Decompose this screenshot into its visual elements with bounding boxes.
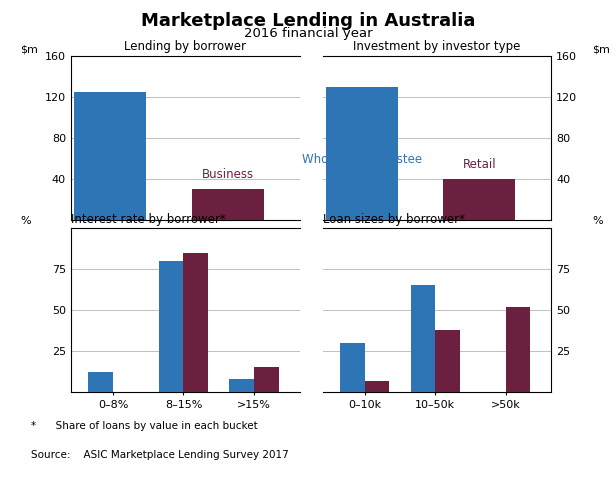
Text: Marketplace Lending in Australia: Marketplace Lending in Australia [141,12,475,30]
Bar [192,189,264,220]
Title: Investment by investor type: Investment by investor type [353,40,521,54]
Bar [159,261,184,392]
Text: 2016 financial year: 2016 financial year [244,27,372,40]
Bar [340,343,365,392]
Bar [444,179,516,220]
Bar [410,285,435,392]
Text: $m: $m [593,44,610,55]
Bar [435,330,460,392]
Text: Retail: Retail [463,158,496,171]
Bar [229,379,254,392]
Text: Wholesale & trustee: Wholesale & trustee [302,153,422,167]
Text: %: % [20,217,31,226]
Bar [506,307,530,392]
Bar [254,368,278,392]
Text: Source:    ASIC Marketplace Lending Survey 2017: Source: ASIC Marketplace Lending Survey … [31,450,288,461]
Text: $m: $m [20,44,38,55]
Text: Business: Business [201,168,254,181]
Title: Lending by borrower: Lending by borrower [124,40,246,54]
Bar [89,373,113,392]
Bar [184,253,208,392]
Bar [326,87,398,220]
Text: Loan sizes by borrower*: Loan sizes by borrower* [323,212,464,225]
Text: Interest rate by borrower*: Interest rate by borrower* [71,212,225,225]
Bar [74,92,146,220]
Text: *      Share of loans by value in each bucket: * Share of loans by value in each bucket [31,421,257,431]
Text: %: % [593,217,603,226]
Text: Consumers: Consumers [77,156,144,169]
Bar [365,380,389,392]
